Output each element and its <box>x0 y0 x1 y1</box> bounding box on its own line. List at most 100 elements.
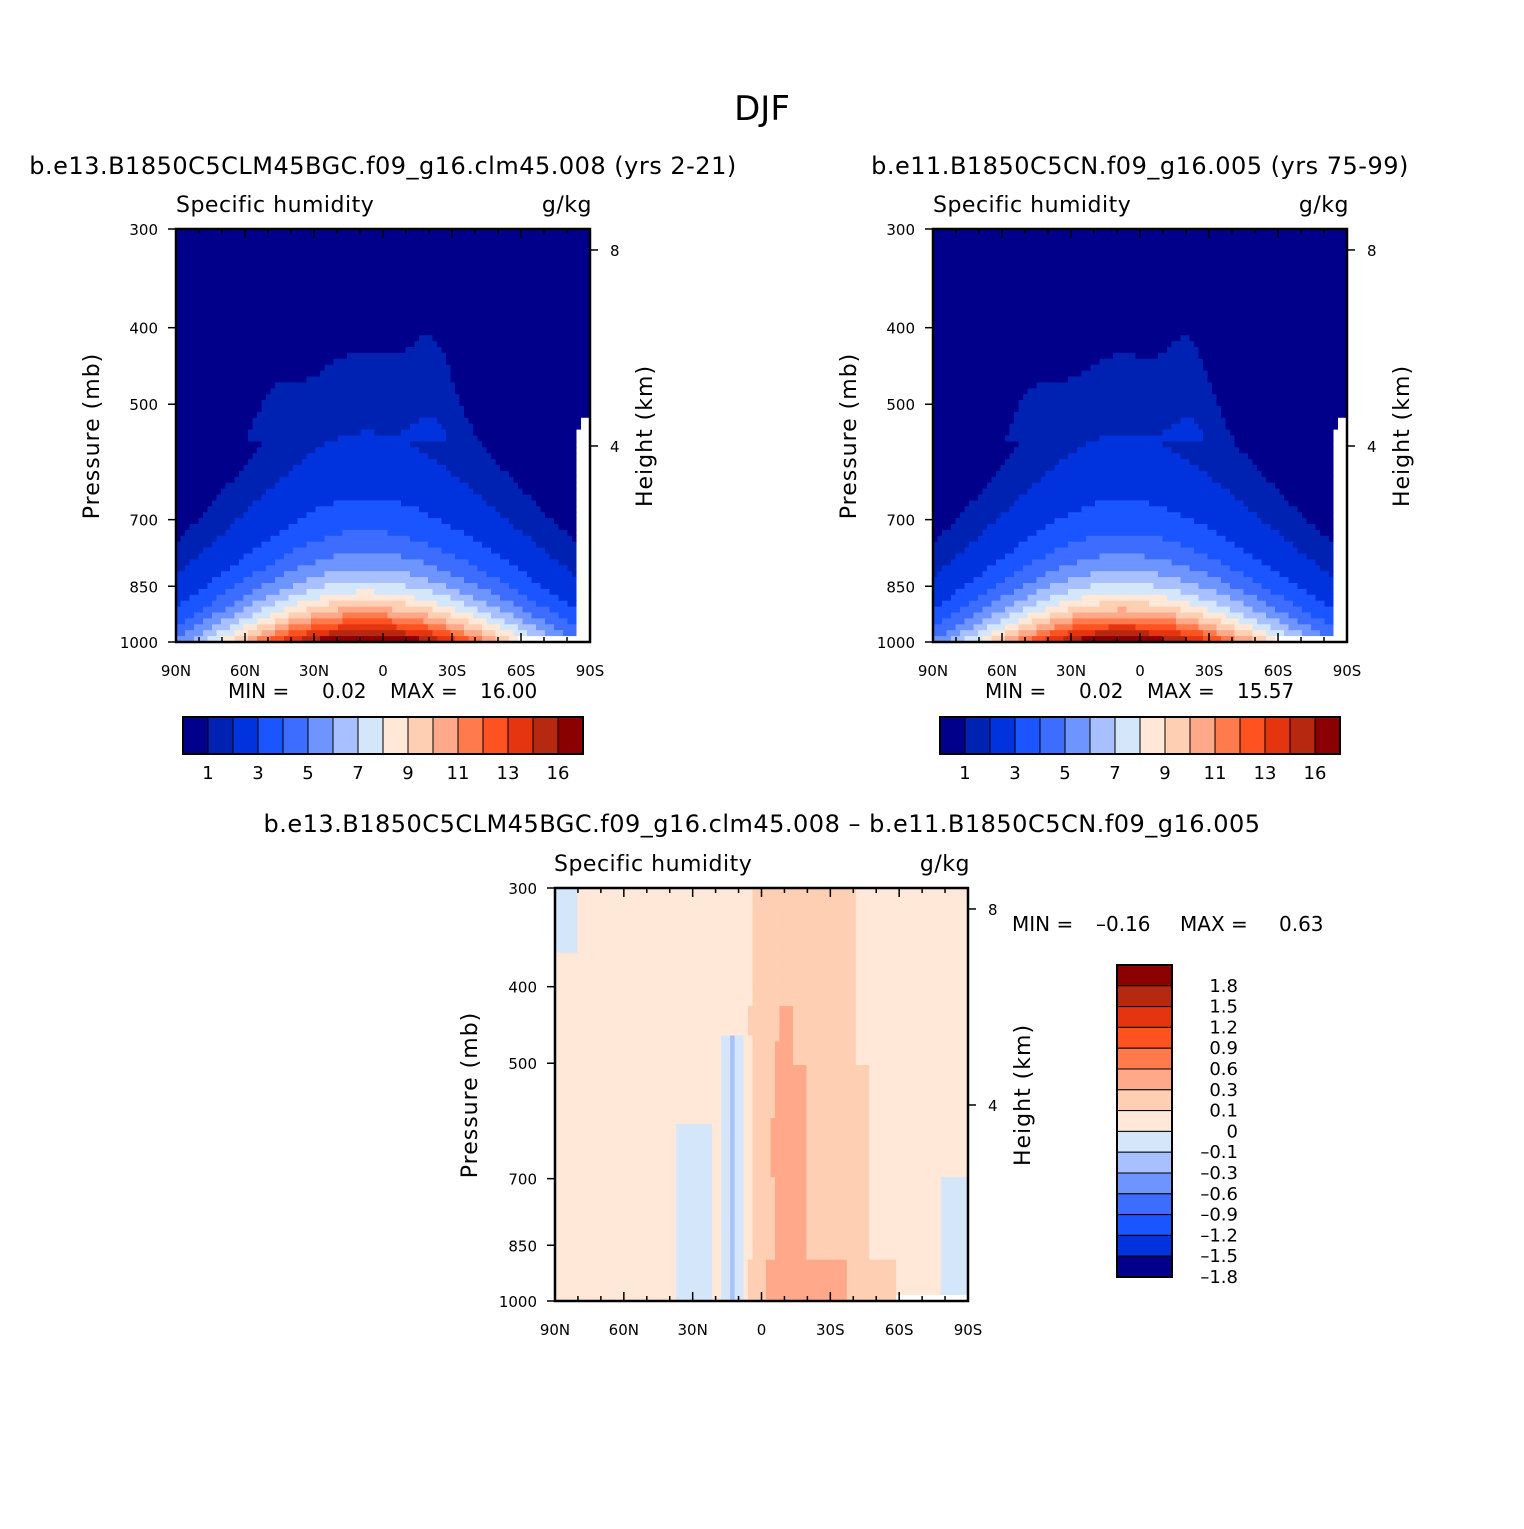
contour-cell <box>518 447 523 454</box>
contour-cell <box>185 453 190 460</box>
contour-cell <box>532 477 537 484</box>
contour-cell <box>415 506 420 513</box>
contour-cell <box>203 259 208 266</box>
contour-cell <box>455 323 460 330</box>
contour-cell <box>442 353 447 360</box>
contour-cell <box>248 518 253 525</box>
contour-cell <box>217 388 222 395</box>
contour-cell <box>262 235 267 242</box>
contour-cell <box>347 318 352 325</box>
contour-cell <box>383 359 388 366</box>
contour-cell <box>208 329 213 336</box>
contour-cell <box>518 524 523 531</box>
contour-cell <box>433 477 438 484</box>
contour-cell <box>559 365 564 372</box>
contour-cell <box>509 495 514 502</box>
contour-cell <box>568 341 573 348</box>
contour-cell <box>271 518 276 525</box>
contour-cell <box>455 247 460 254</box>
contour-cell <box>271 282 276 289</box>
contour-cell <box>284 276 289 283</box>
contour-cell <box>577 312 582 319</box>
contour-cell <box>289 489 294 496</box>
contour-cell <box>419 341 424 348</box>
contour-cell <box>280 347 285 354</box>
contour-cell <box>446 495 451 502</box>
contour-cell <box>478 512 483 519</box>
contour-cell <box>532 489 537 496</box>
contour-cell <box>239 300 244 307</box>
contour-cell <box>473 241 478 248</box>
contour-cell <box>419 318 424 325</box>
contour-cell <box>460 306 465 313</box>
contour-cell <box>446 259 451 266</box>
contour-cell <box>181 536 186 543</box>
contour-cell <box>230 253 235 260</box>
contour-cell <box>343 459 348 466</box>
contour-cell <box>581 382 586 389</box>
contour-cell <box>509 365 514 372</box>
contour-cell <box>181 335 186 342</box>
contour-cell <box>374 365 379 372</box>
contour-cell <box>428 382 433 389</box>
contour-cell <box>419 518 424 525</box>
contour-cell <box>347 323 352 330</box>
contour-cell <box>311 371 316 378</box>
contour-cell <box>347 512 352 519</box>
contour-cell <box>190 388 195 395</box>
contour-cell <box>478 353 483 360</box>
contour-cell <box>307 341 312 348</box>
contour-cell <box>356 276 361 283</box>
contour-cell <box>460 400 465 407</box>
contour-cell <box>478 530 483 537</box>
contour-cell <box>451 341 456 348</box>
contour-cell <box>239 394 244 401</box>
contour-cell <box>190 288 195 295</box>
contour-cell <box>262 418 267 425</box>
contour-cell <box>419 436 424 443</box>
contour-cell <box>397 536 402 543</box>
contour-cell <box>257 288 262 295</box>
contour-cell <box>518 300 523 307</box>
contour-cell <box>217 406 222 413</box>
contour-cell <box>320 235 325 242</box>
contour-cell <box>365 377 370 384</box>
contour-cell <box>532 276 537 283</box>
contour-cell <box>334 323 339 330</box>
contour-cell <box>298 359 303 366</box>
contour-cell <box>577 394 582 401</box>
contour-cell <box>343 512 348 519</box>
contour-cell <box>379 270 384 277</box>
contour-cell <box>302 359 307 366</box>
contour-cell <box>190 300 195 307</box>
contour-cell <box>464 418 469 425</box>
contour-cell <box>478 465 483 472</box>
contour-cell <box>325 495 330 502</box>
contour-cell <box>293 388 298 395</box>
contour-cell <box>356 241 361 248</box>
contour-cell <box>316 542 321 549</box>
contour-cell <box>248 253 253 260</box>
contour-cell <box>424 341 429 348</box>
contour-cell <box>433 436 438 443</box>
contour-cell <box>415 329 420 336</box>
contour-cell <box>397 241 402 248</box>
contour-cell <box>212 447 217 454</box>
contour-cell <box>271 477 276 484</box>
contour-cell <box>244 477 249 484</box>
contour-cell <box>311 264 316 271</box>
contour-cell <box>293 247 298 254</box>
contour-cell <box>208 471 213 478</box>
contour-cell <box>482 264 487 271</box>
contour-cell <box>194 306 199 313</box>
contour-cell <box>325 371 330 378</box>
contour-cell <box>518 353 523 360</box>
contour-cell <box>523 406 528 413</box>
contour-cell <box>536 341 541 348</box>
contour-cell <box>469 264 474 271</box>
contour-cell <box>194 288 199 295</box>
contour-cell <box>455 489 460 496</box>
contour-cell <box>491 406 496 413</box>
contour-cell <box>289 294 294 301</box>
contour-cell <box>316 341 321 348</box>
